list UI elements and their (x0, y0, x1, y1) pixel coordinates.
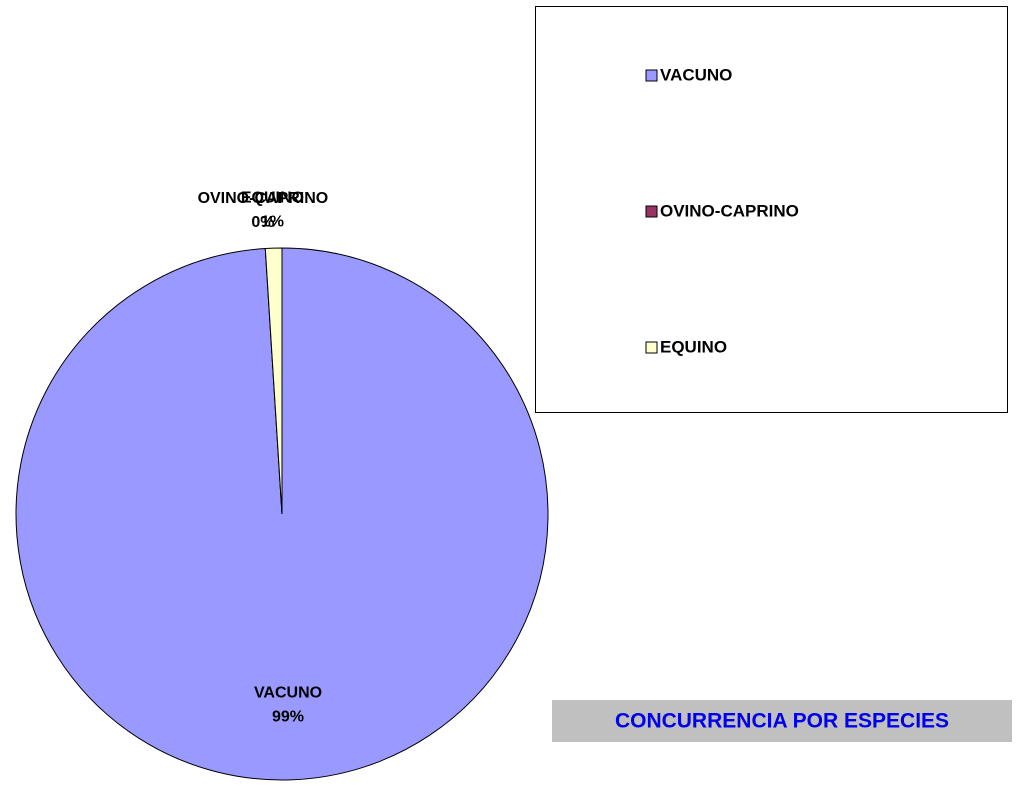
slice-value: 1% (261, 213, 284, 230)
legend-label: OVINO-CAPRINO (660, 201, 799, 220)
slice-label: OVINO-CAPRINO (198, 190, 329, 207)
title-box (552, 700, 1012, 742)
pie-slice (264, 247, 283, 515)
legend-swatch (645, 205, 658, 218)
legend-swatch (645, 341, 658, 354)
slice-value: 0% (251, 214, 274, 231)
legend-box (535, 6, 1008, 413)
legend-label: EQUINO (660, 337, 727, 356)
slice-label: EQUINO (241, 189, 304, 206)
legend-swatch (645, 69, 658, 82)
chart-title: CONCURRENCIA POR ESPECIES (615, 710, 949, 733)
slice-label: VACUNO (254, 685, 322, 702)
slice-value: 99% (272, 709, 304, 726)
legend-label: VACUNO (660, 65, 732, 84)
